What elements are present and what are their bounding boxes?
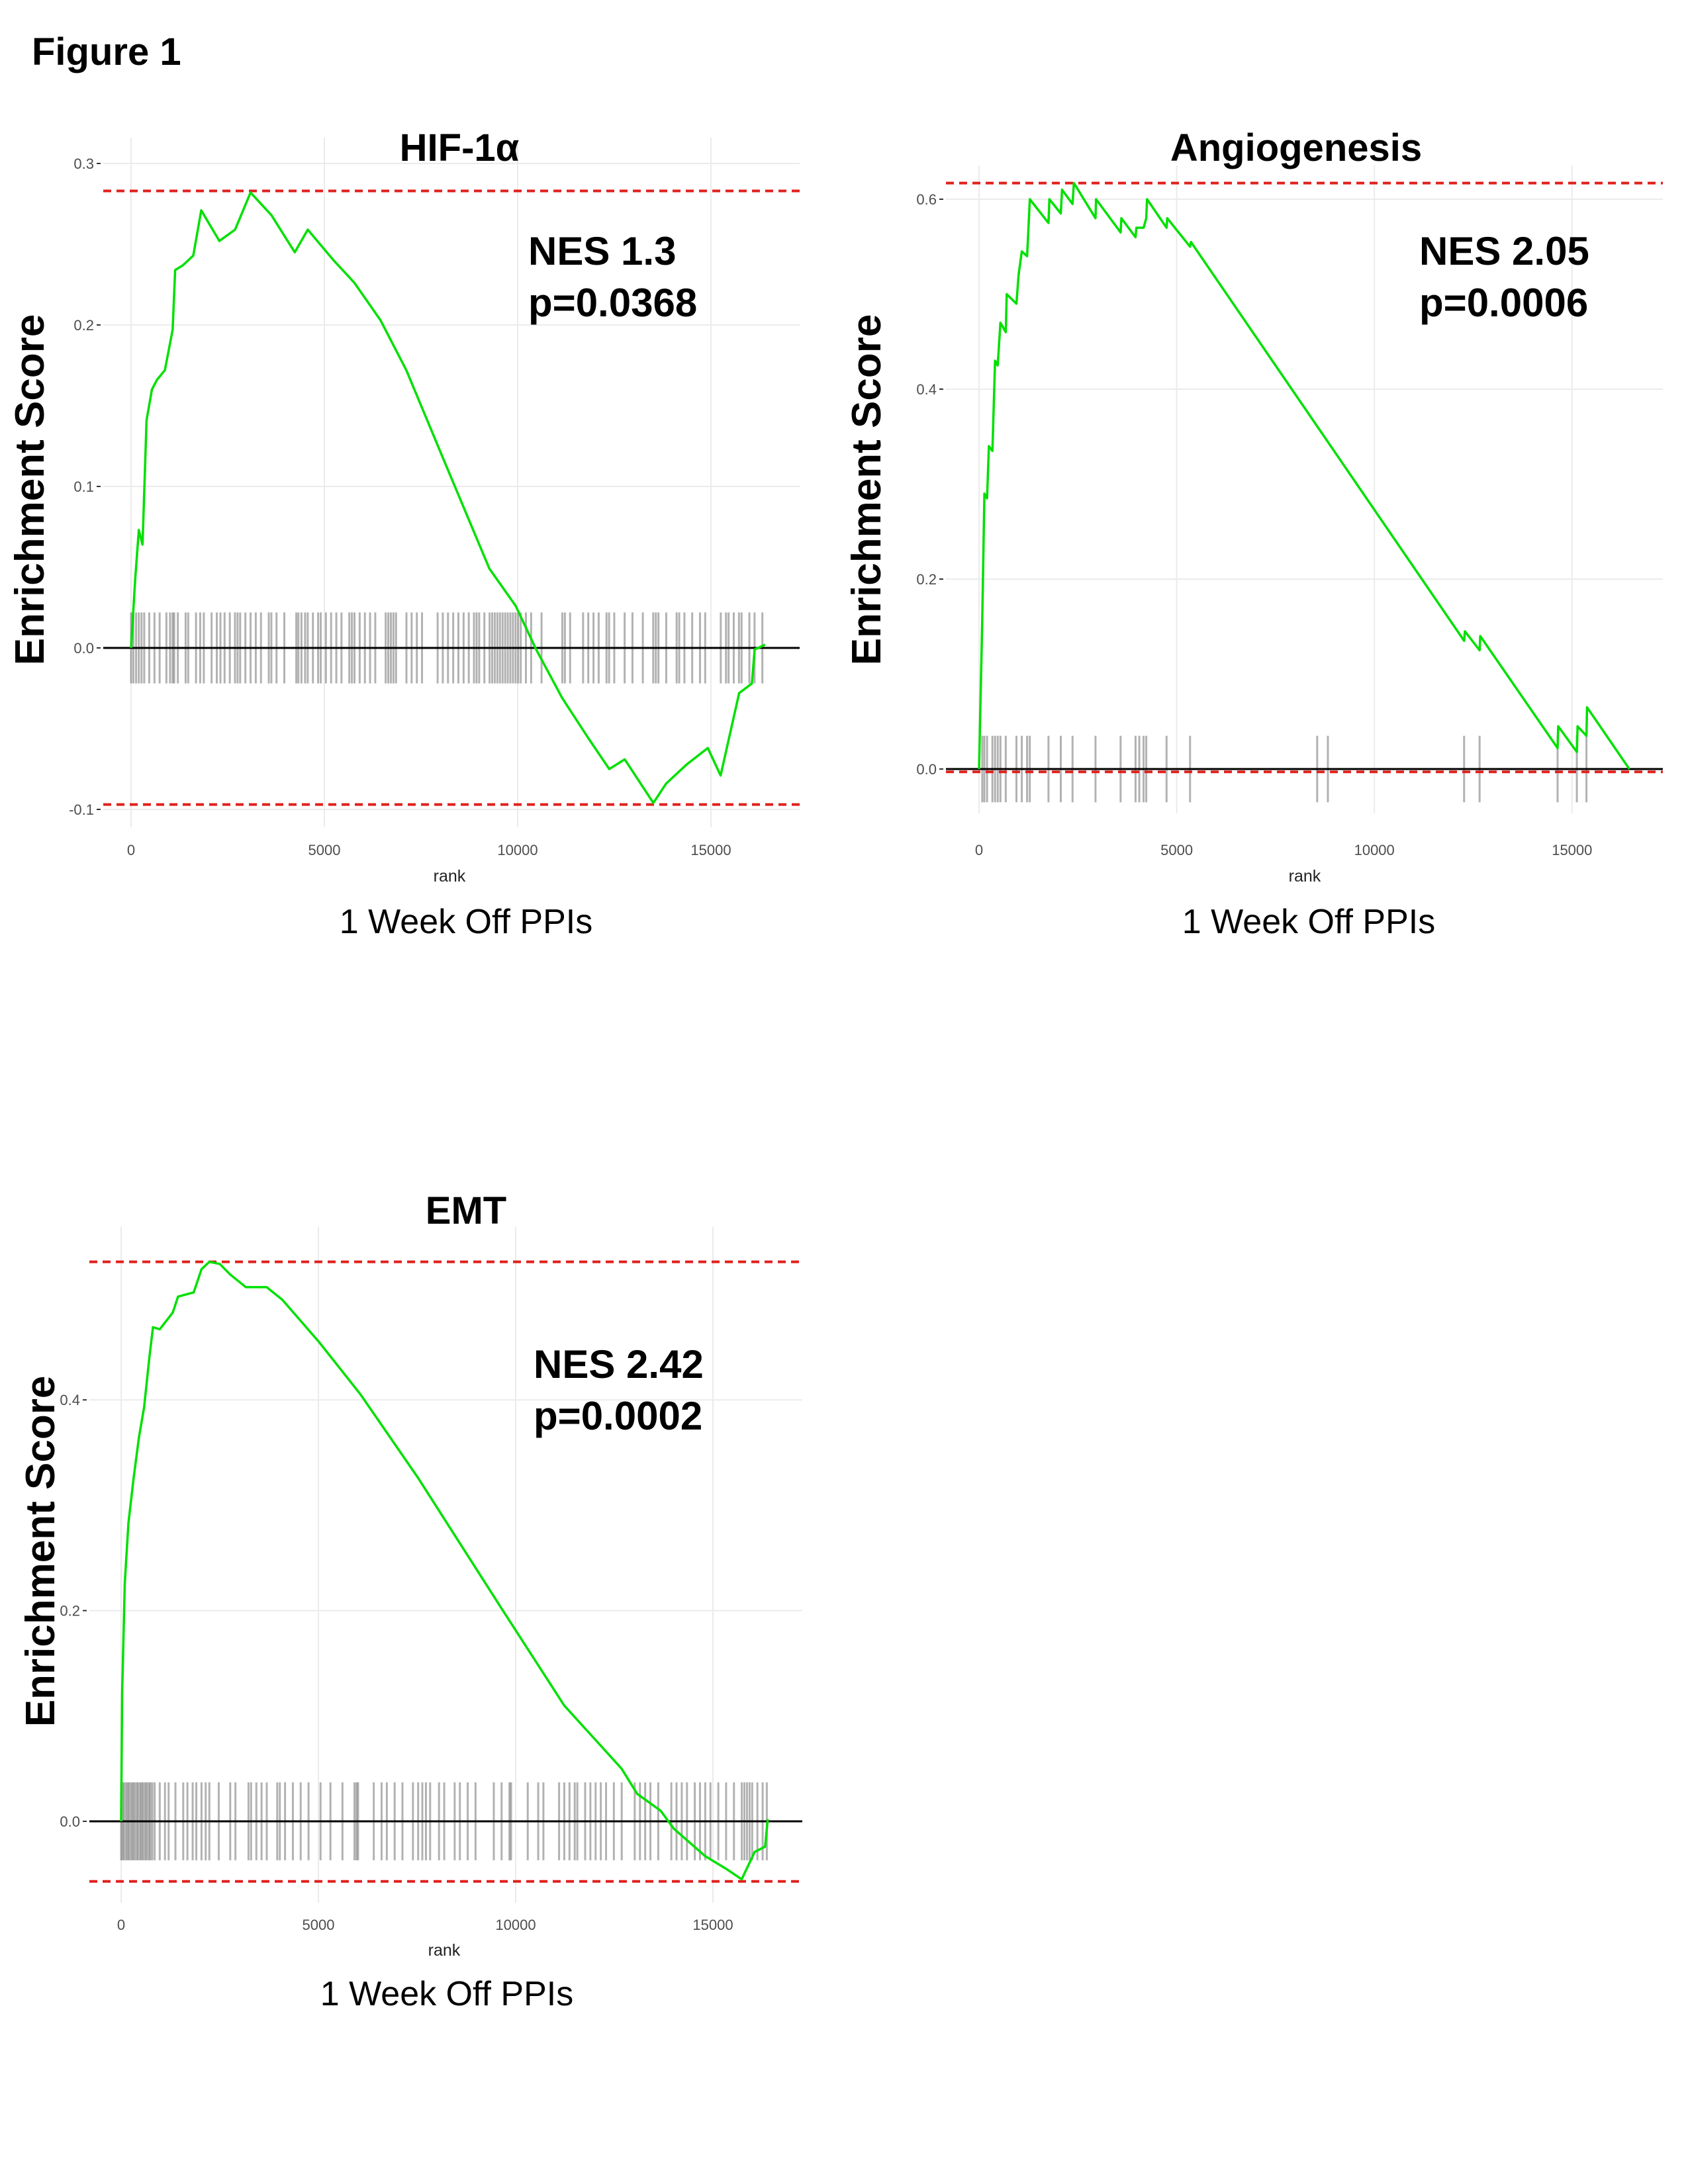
y-tick-label: 0.0 [73, 640, 94, 657]
x-tick-label: 5000 [303, 1917, 335, 1933]
panel-title: Angiogenesis [1170, 126, 1422, 169]
y-axis-label: Enrichment Score [7, 314, 53, 666]
panel-hif1a: -0.1 0.0 0.1 0.2 0.3 0 5000 10000 15000 HIF-1α N… [7, 126, 800, 941]
x-tick-label: 0 [127, 842, 135, 858]
y-tick-label: 0.0 [916, 761, 937, 778]
x-tick-label: 0 [117, 1917, 125, 1933]
y-tick-label: 0.0 [60, 1813, 80, 1830]
plot-area: 0.0 0.2 0.4 0 5000 10000 15000 [60, 1227, 802, 1933]
y-tick-label: 0.4 [916, 381, 937, 398]
x-axis-label: rank [434, 867, 466, 886]
enrichment-curve [978, 181, 1630, 770]
panel-emt: 0.0 0.2 0.4 0 5000 10000 15000 EMT NES 2.42 p=… [18, 1189, 802, 2013]
pvalue-annotation: p=0.0006 [1419, 281, 1588, 325]
figure-label: Figure 1 [32, 30, 181, 73]
x-tick-label: 15000 [1552, 842, 1592, 858]
x-axis-label: rank [1289, 867, 1321, 886]
panel-title: HIF-1α [400, 126, 520, 169]
y-axis-label: Enrichment Score [18, 1376, 64, 1727]
y-tick-label: 0.2 [916, 571, 937, 588]
x-tick-label: 5000 [308, 842, 341, 858]
pvalue-annotation: p=0.0002 [534, 1394, 702, 1438]
panel-caption: 1 Week Off PPIs [1182, 903, 1435, 941]
pvalue-annotation: p=0.0368 [528, 281, 697, 325]
nes-annotation: NES 1.3 [528, 229, 676, 273]
nes-annotation: NES 2.05 [1419, 229, 1589, 273]
panel-angiogenesis: 0.0 0.2 0.4 0.6 0 5000 10000 15000 Angiogenesis… [844, 126, 1663, 941]
y-tick-label: 0.2 [60, 1603, 80, 1619]
y-tick-label: 0.4 [60, 1392, 80, 1408]
y-tick-label: 0.3 [73, 156, 94, 172]
plot-area: 0.0 0.2 0.4 0.6 0 5000 10000 15000 [916, 165, 1663, 858]
x-tick-label: 0 [975, 842, 983, 858]
y-tick-label: 0.2 [73, 317, 94, 334]
enrichment-curve [130, 191, 766, 804]
panel-caption: 1 Week Off PPIs [340, 903, 592, 941]
y-tick-label: 0.1 [73, 478, 94, 495]
x-tick-label: 10000 [495, 1917, 536, 1933]
panel-caption: 1 Week Off PPIs [320, 1975, 573, 2013]
y-axis-label: Enrichment Score [844, 314, 890, 666]
x-tick-label: 10000 [1354, 842, 1395, 858]
plot-area: -0.1 0.0 0.1 0.2 0.3 0 5000 10000 15000 [69, 138, 800, 858]
x-tick-label: 15000 [690, 842, 731, 858]
x-axis-label: rank [428, 1941, 461, 1960]
nes-annotation: NES 2.42 [534, 1342, 704, 1387]
enrichment-curve [120, 1260, 769, 1881]
y-tick-label: -0.1 [69, 801, 94, 818]
panel-title: EMT [426, 1189, 506, 1232]
x-tick-label: 5000 [1160, 842, 1193, 858]
x-tick-label: 15000 [692, 1917, 733, 1933]
y-tick-label: 0.6 [916, 191, 937, 208]
x-tick-label: 10000 [497, 842, 538, 858]
